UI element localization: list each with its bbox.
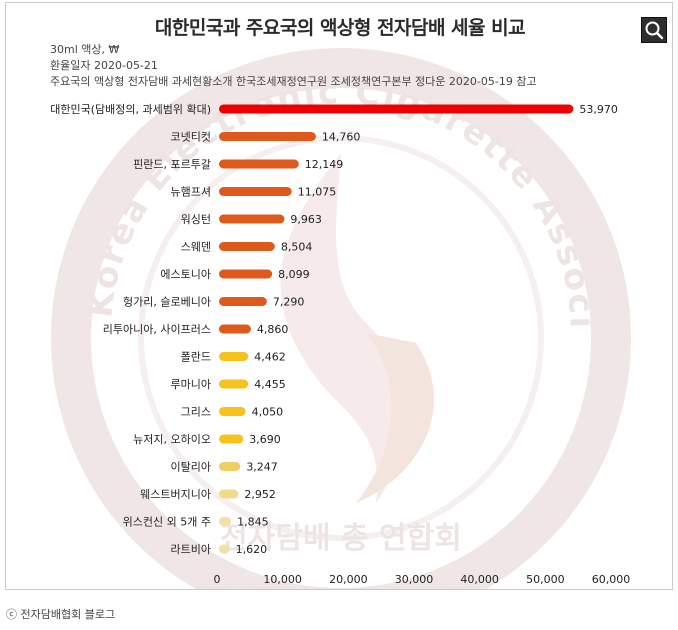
bar [219, 269, 273, 279]
chart-title: 대한민국과 주요국의 액상형 전자담배 세율 비교 [154, 17, 526, 39]
category-label: 리투아니아, 사이프러스 [103, 323, 211, 336]
zoom-button[interactable] [641, 17, 667, 43]
copyright-credit: ⓒ 전자담배협회 블로그 [6, 608, 116, 621]
bar [219, 352, 249, 361]
data-label: 3,690 [249, 433, 281, 446]
category-label: 위스컨신 외 5개 주 [123, 516, 211, 529]
category-label: 스웨덴 [181, 241, 211, 254]
x-tick-label: 0 [214, 573, 221, 586]
category-label: 대한민국(담배정의, 과세범위 확대) [50, 103, 211, 116]
x-tick-label: 30,000 [395, 573, 434, 586]
bar [219, 379, 249, 389]
category-label: 에스토니아 [160, 268, 211, 281]
bar [219, 434, 244, 444]
bar [219, 104, 574, 114]
bar [219, 214, 285, 224]
bar [219, 132, 316, 141]
bar [219, 159, 299, 169]
category-label: 루마니아 [171, 378, 211, 391]
data-label: 12,149 [305, 158, 344, 171]
bar [219, 297, 267, 306]
bar [219, 517, 232, 526]
x-tick-label: 60,000 [592, 573, 631, 586]
subtitle-source: 주요국의 액상형 전자담배 과세현황소개 한국조세재정연구원 조세정책연구본부 … [50, 75, 537, 88]
category-label: 워싱턴 [181, 213, 211, 226]
data-label: 7,290 [273, 296, 305, 309]
x-tick-label: 10,000 [263, 573, 302, 586]
data-label: 4,455 [254, 378, 286, 391]
magnifier-icon [645, 21, 664, 40]
data-label: 2,952 [244, 488, 276, 501]
category-label: 뉴햄프셔 [171, 186, 211, 199]
bar [219, 242, 275, 251]
bar [219, 462, 241, 471]
x-tick-label: 50,000 [526, 573, 565, 586]
category-label: 핀란드, 포르투갈 [133, 157, 211, 171]
category-label: 헝가리, 슬로베니아 [123, 296, 211, 309]
data-label: 14,760 [322, 131, 361, 144]
data-label: 3,247 [246, 461, 278, 474]
bar [219, 407, 246, 416]
category-label: 그리스 [181, 406, 211, 419]
category-label: 폴란드 [181, 351, 211, 364]
bar [219, 324, 251, 334]
data-label: 8,504 [281, 241, 313, 254]
data-label: 9,963 [290, 213, 322, 226]
category-label: 코넷티컷 [171, 131, 211, 144]
data-label: 11,075 [298, 186, 337, 199]
x-tick-label: 20,000 [329, 573, 368, 586]
bar-chart: 대한민국(담배정의, 과세범위 확대) 53,970 코넷티컷 14,760 핀란드, … [50, 103, 631, 586]
data-label: 8,099 [278, 268, 310, 281]
category-label: 웨스트버지니아 [140, 488, 211, 501]
category-label: 뉴저지, 오하이오 [133, 432, 211, 446]
data-label: 1,845 [237, 516, 268, 529]
bar [219, 489, 239, 499]
category-label: 라트비아 [171, 543, 211, 556]
subtitle-date: 환율일자 2020-05-21 [50, 59, 158, 72]
x-tick-label: 40,000 [460, 573, 499, 586]
data-label: 4,462 [254, 351, 286, 364]
subtitle-unit: 30ml 액상, ₩ [50, 43, 120, 56]
data-label: 1,620 [236, 543, 268, 556]
data-label: 53,970 [579, 103, 618, 116]
category-label: 이탈리아 [171, 461, 211, 474]
bar [219, 544, 230, 554]
data-label: 4,860 [257, 323, 289, 336]
bar [219, 187, 292, 196]
data-label: 4,050 [252, 406, 284, 419]
chart-frame: Korea Electronic Cigarette Association 전… [5, 2, 673, 590]
